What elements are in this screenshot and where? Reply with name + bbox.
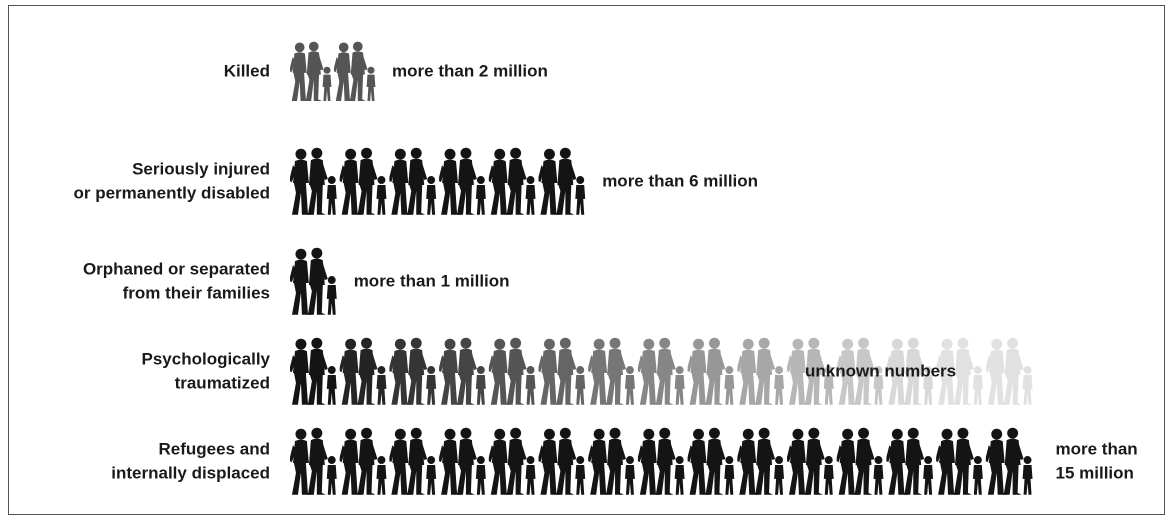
family-icon	[439, 427, 486, 495]
family-icon	[985, 427, 1033, 495]
family-icon	[488, 337, 536, 405]
family-icon	[687, 427, 735, 495]
family-icon	[290, 247, 337, 315]
category-label: Psychologically	[142, 349, 271, 368]
icon-row	[290, 247, 337, 315]
category-label: traumatized	[175, 373, 270, 392]
family-icon	[339, 427, 387, 495]
icon-row	[290, 427, 1033, 495]
value-label: more than 6 million	[602, 171, 758, 190]
family-icon	[389, 337, 437, 405]
family-icon	[687, 337, 735, 405]
family-icon	[290, 41, 332, 102]
value-label: more than 1 million	[354, 271, 510, 290]
family-icon	[290, 147, 337, 215]
value-label: unknown numbers	[805, 361, 956, 380]
category-label: internally displaced	[111, 463, 270, 482]
family-icon	[488, 427, 536, 495]
family-icon	[836, 427, 884, 495]
family-icon	[538, 337, 586, 405]
family-icon	[290, 337, 337, 405]
icon-row	[290, 147, 586, 215]
family-icon	[334, 41, 376, 102]
value-label: more than	[1056, 439, 1138, 458]
family-icon	[439, 337, 486, 405]
family-icon	[737, 427, 785, 495]
family-icon	[936, 427, 983, 495]
category-label: Refugees and	[159, 439, 270, 458]
family-icon	[637, 337, 685, 405]
family-icon	[389, 427, 437, 495]
value-label: more than 2 million	[392, 61, 548, 80]
value-label: 15 million	[1056, 463, 1134, 482]
icon-row	[290, 41, 376, 102]
family-icon	[339, 147, 387, 215]
family-icon	[290, 427, 337, 495]
family-icon	[538, 427, 586, 495]
category-label: or permanently disabled	[74, 183, 271, 202]
family-icon	[389, 147, 437, 215]
family-icon	[637, 427, 685, 495]
category-label: from their families	[123, 283, 270, 302]
family-icon	[588, 337, 635, 405]
family-icon	[538, 147, 586, 215]
family-icon	[588, 427, 635, 495]
category-label: Seriously injured	[132, 159, 270, 178]
category-label: Killed	[224, 61, 270, 80]
family-icon	[787, 427, 834, 495]
family-icon	[339, 337, 387, 405]
family-icon	[886, 427, 934, 495]
family-icon	[488, 147, 536, 215]
category-label: Orphaned or separated	[83, 259, 270, 278]
family-icon	[985, 337, 1033, 405]
family-icon	[737, 337, 785, 405]
family-icon	[439, 147, 486, 215]
frame	[8, 5, 1165, 515]
